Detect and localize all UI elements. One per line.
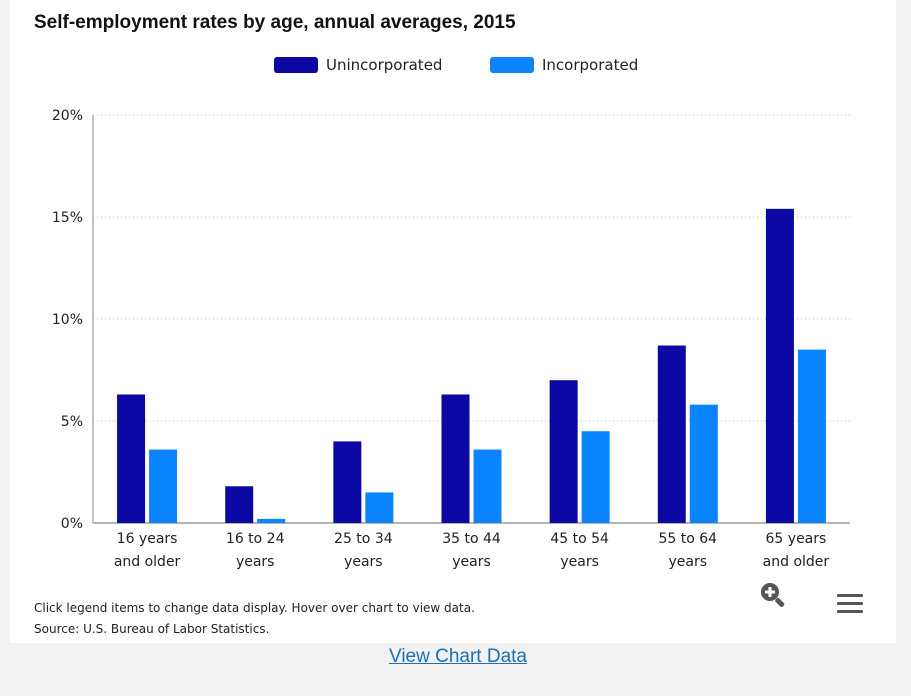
chart-title: Self-employment rates by age, annual ave… [34, 12, 516, 33]
hamburger-menu-icon[interactable] [837, 594, 863, 616]
bar-incorporated [797, 349, 826, 523]
bar-incorporated [365, 492, 394, 523]
bar-incorporated [257, 518, 286, 523]
view-chart-data-link[interactable]: View Chart Data [389, 646, 527, 667]
bar-unincorporated [117, 394, 146, 523]
y-tick-label: 0% [61, 516, 83, 532]
chart-instructions: Click legend items to change data displa… [34, 601, 475, 615]
x-tick-label: 55 to 64 years [658, 531, 717, 570]
chart-legend: Unincorporated Incorporated [10, 56, 896, 80]
bar-incorporated [473, 449, 502, 523]
x-tick-label: 25 to 34 years [334, 531, 393, 570]
legend-item-incorporated[interactable]: Incorporated [490, 56, 638, 74]
legend-label-unincorporated: Unincorporated [326, 56, 443, 74]
chart-card: Self-employment rates by age, annual ave… [10, 0, 896, 643]
bar-incorporated [581, 431, 610, 523]
chart-plot-area[interactable]: 0% 5% 10% 15% 20% 16 years and older 16 to 24 ye… [10, 0, 896, 590]
chart-source: Source: U.S. Bureau of Labor Statistics. [34, 622, 270, 636]
bar-unincorporated [549, 380, 578, 523]
x-tick-label: 16 to 24 years [226, 531, 285, 570]
x-tick-label: 45 to 54 years [550, 531, 609, 570]
bar-unincorporated [657, 345, 686, 523]
bar-incorporated [689, 404, 718, 523]
legend-item-unincorporated[interactable]: Unincorporated [274, 56, 442, 74]
bar-unincorporated [225, 486, 254, 523]
zoom-in-icon[interactable] [758, 580, 788, 610]
legend-swatch-incorporated [490, 57, 534, 73]
x-tick-label: 16 years and older [114, 531, 181, 570]
legend-label-incorporated: Incorporated [542, 56, 639, 74]
y-tick-label: 15% [52, 210, 83, 226]
legend-swatch-unincorporated [274, 57, 318, 73]
bar-unincorporated [765, 208, 794, 523]
x-tick-label: 35 to 44 years [442, 531, 501, 570]
bar-incorporated [149, 449, 178, 523]
x-tick-label: 65 years and older [763, 531, 830, 570]
y-tick-label: 20% [52, 108, 83, 124]
bar-unincorporated [441, 394, 470, 523]
bar-unincorporated [333, 441, 362, 523]
y-tick-label: 5% [61, 414, 83, 430]
y-tick-label: 10% [52, 312, 83, 328]
